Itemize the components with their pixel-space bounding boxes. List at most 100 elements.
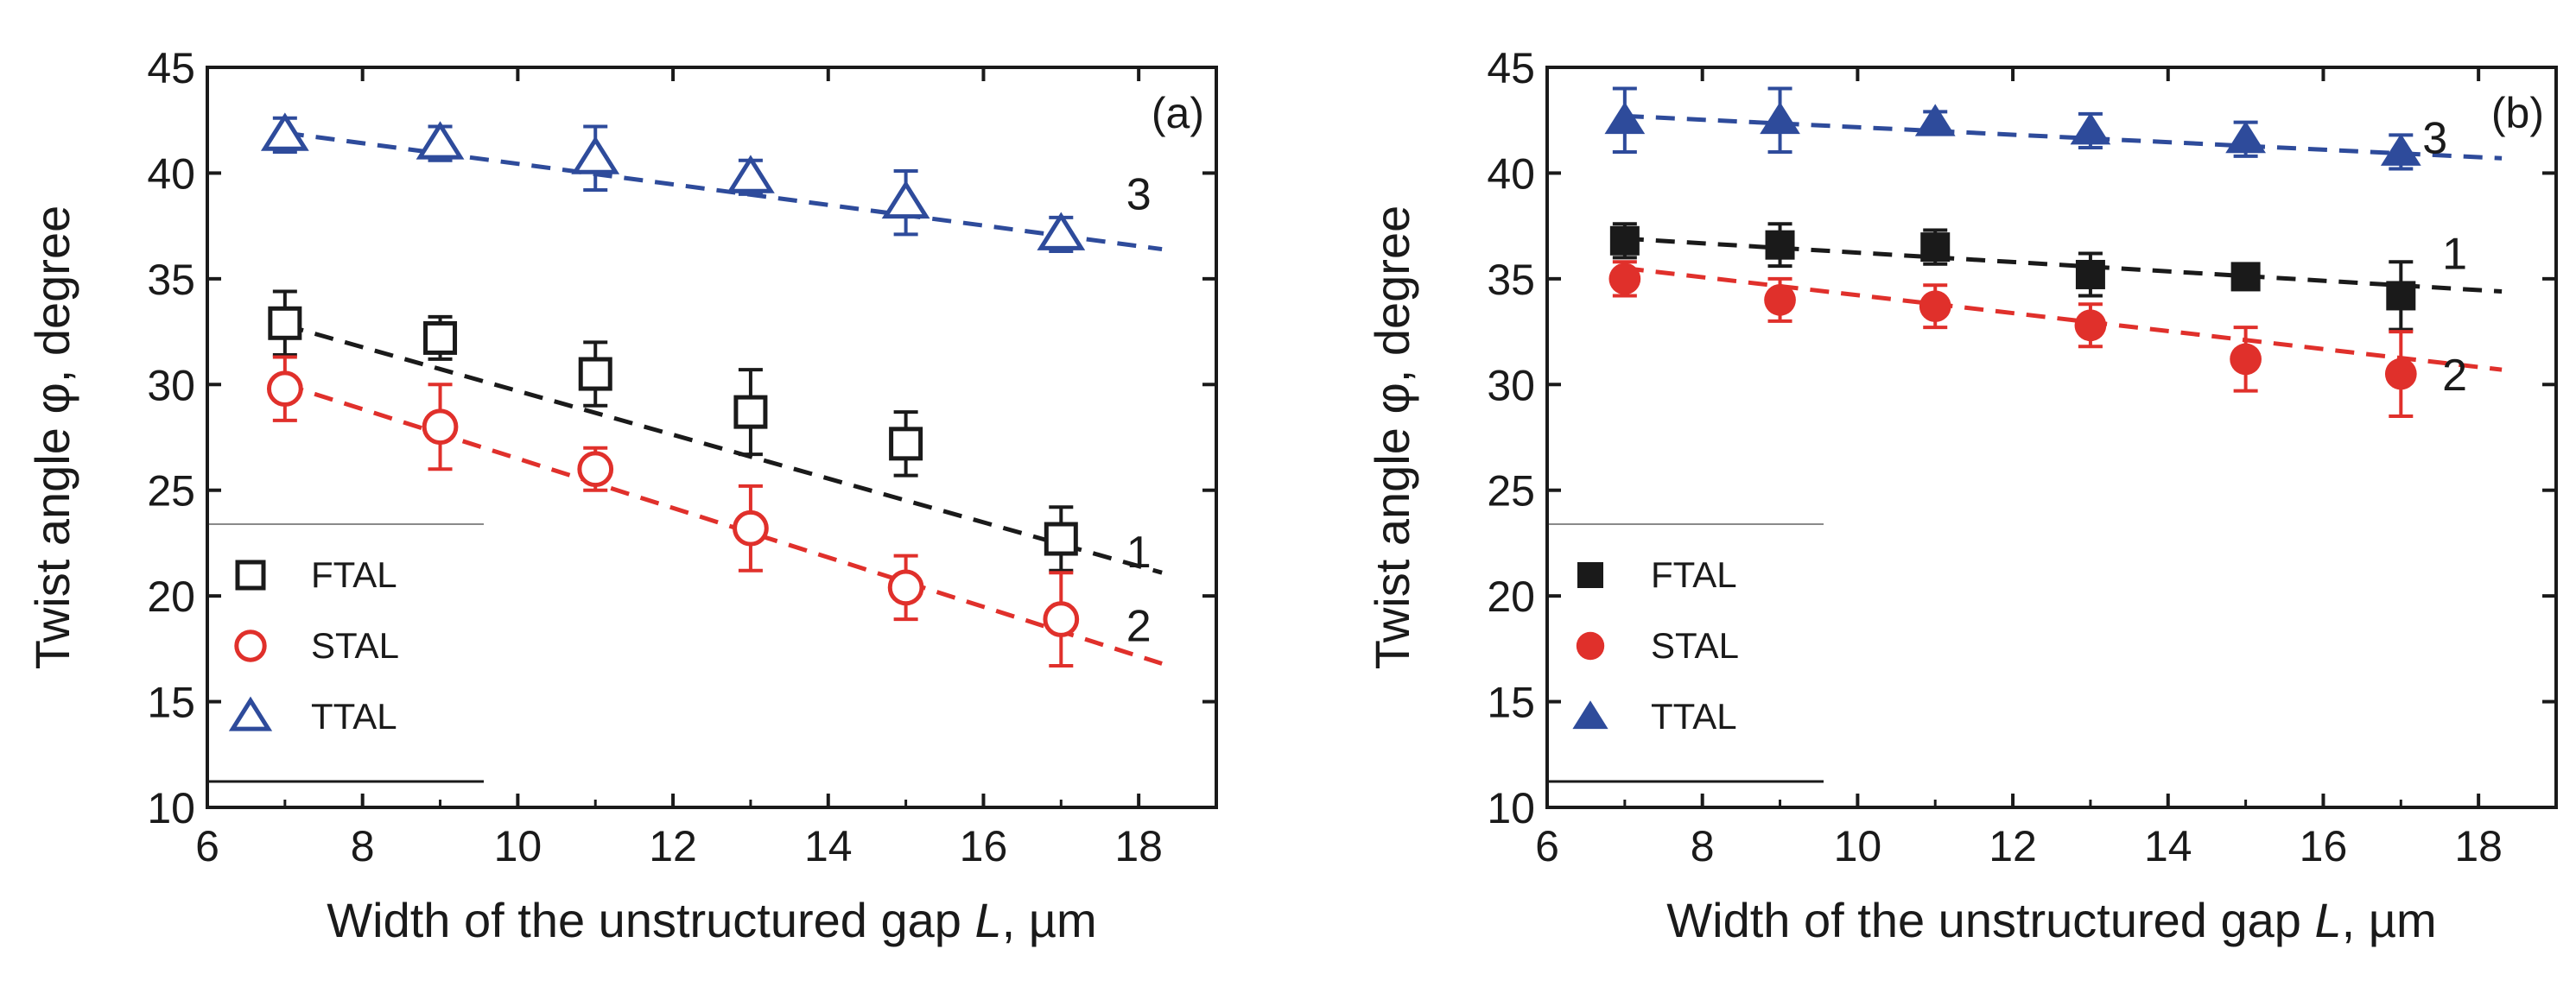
curve-label-1: 1 <box>2442 230 2467 280</box>
curve-label-2: 2 <box>2442 351 2467 401</box>
plot-frame <box>206 66 1218 809</box>
circle-marker <box>266 370 303 408</box>
chart-panel-b: 6 8 10 12 14 16 18 10 15 20 25 30 35 40 45 Width of the… <box>1288 0 2576 1006</box>
legend-circle-icon <box>1576 631 1605 661</box>
panel-label: (b) <box>2491 89 2544 137</box>
circle-marker <box>2230 343 2262 376</box>
x-tick-label: 14 <box>804 822 853 870</box>
y-tick-label: 40 <box>1487 149 1535 198</box>
triangle-marker <box>1914 104 1956 136</box>
curve-label-3: 3 <box>2422 113 2447 163</box>
y-tick-label: 45 <box>1487 44 1535 92</box>
fit-line <box>1624 266 2503 372</box>
triangle-marker <box>1037 212 1086 250</box>
x-axis-title: Width of the unstructured gap L, µm <box>327 893 1096 947</box>
triangle-marker <box>881 180 930 219</box>
series-ttal <box>1604 86 2503 171</box>
square-marker <box>889 427 923 461</box>
x-tick-label: 16 <box>960 822 1008 870</box>
legend-label: FTAL <box>1651 554 1737 595</box>
legend-triangle-icon <box>1572 700 1608 730</box>
legend-label: FTAL <box>311 554 397 595</box>
series-stal <box>266 355 1163 668</box>
square-marker <box>2230 262 2261 292</box>
square-marker <box>1609 225 1640 256</box>
triangle-marker <box>726 155 775 193</box>
x-tick-label: 10 <box>494 822 542 870</box>
panel-label: (a) <box>1152 89 1204 137</box>
x-tick-label: 6 <box>195 822 219 870</box>
x-tick-label: 12 <box>649 822 697 870</box>
chart-panel-a: 6 8 10 12 14 16 18 10 15 20 25 30 35 40 45 Width of the… <box>25 44 1218 947</box>
series-ftal <box>1609 222 2503 332</box>
y-tick-label: 30 <box>147 361 195 409</box>
fit-line <box>284 323 1163 575</box>
legend-label: TTAL <box>311 696 397 737</box>
x-tick-label: 6 <box>1535 822 1559 870</box>
square-marker <box>1765 230 1795 260</box>
triangle-marker <box>2070 112 2111 145</box>
series-ftal <box>268 289 1163 575</box>
x-tick-label: 8 <box>351 822 375 870</box>
legend-label: TTAL <box>1651 696 1737 737</box>
x-tick-label: 14 <box>2144 822 2192 870</box>
triangle-marker <box>2380 133 2421 166</box>
legend-square-icon <box>235 560 266 591</box>
square-marker <box>268 306 302 340</box>
legend-label: STAL <box>311 625 399 666</box>
circle-marker <box>577 451 614 488</box>
circle-marker <box>2074 309 2107 342</box>
y-tick-label: 25 <box>147 467 195 516</box>
square-marker <box>2075 259 2105 289</box>
x-tick-label: 10 <box>1834 822 1882 870</box>
legend-square-icon <box>1577 562 1603 588</box>
y-tick-label: 10 <box>1487 784 1535 832</box>
curve-label-3: 3 <box>1126 170 1152 220</box>
y-tick-label: 40 <box>147 149 195 198</box>
circle-marker <box>1919 290 1951 323</box>
x-tick-label: 12 <box>1989 822 2037 870</box>
legend-triangle-icon <box>228 696 273 731</box>
y-tick-label: 10 <box>147 784 195 832</box>
triangle-marker <box>2225 121 2266 154</box>
y-tick-label: 30 <box>1487 361 1535 409</box>
square-marker <box>1920 232 1951 263</box>
x-tick-label: 18 <box>2454 822 2503 870</box>
y-tick-label: 15 <box>147 679 195 727</box>
chart-a-svg: 6 8 10 12 14 16 18 10 15 20 25 30 35 40 45 Width of the… <box>25 44 1218 947</box>
plot-frame <box>1545 66 2558 809</box>
circle-marker <box>1764 283 1796 316</box>
curve-label-2: 2 <box>1126 601 1152 651</box>
square-marker <box>578 357 612 391</box>
y-axis-title: Twist angle φ, degree <box>1365 206 1419 670</box>
y-tick-label: 35 <box>147 256 195 304</box>
triangle-marker <box>1760 101 1800 135</box>
circle-marker <box>2384 357 2417 390</box>
circle-marker <box>1608 263 1641 295</box>
x-axis-title: Width of the unstructured gap L, µm <box>1666 893 2436 947</box>
y-tick-label: 35 <box>1487 256 1535 304</box>
fit-line <box>284 130 1163 252</box>
y-axis-title: Twist angle φ, degree <box>25 206 79 670</box>
square-marker <box>733 395 768 429</box>
series-stal <box>1608 260 2503 419</box>
y-tick-label: 20 <box>147 573 195 621</box>
square-marker <box>423 320 458 355</box>
circle-marker <box>1043 601 1080 637</box>
triangle-marker <box>1604 101 1646 135</box>
circle-marker <box>887 569 924 606</box>
fit-line <box>1624 113 2503 161</box>
triangle-marker <box>416 121 465 160</box>
x-tick-label: 16 <box>2300 822 2348 870</box>
triangle-marker <box>260 112 309 151</box>
legend-label: STAL <box>1651 625 1739 666</box>
legend-circle-icon <box>234 630 267 662</box>
series-ttal <box>260 112 1163 254</box>
square-marker <box>1044 522 1078 556</box>
fit-line <box>1624 236 2503 294</box>
y-tick-label: 15 <box>1487 679 1535 727</box>
x-tick-label: 18 <box>1114 822 1163 870</box>
y-tick-label: 45 <box>147 44 195 92</box>
square-marker <box>2386 281 2416 311</box>
